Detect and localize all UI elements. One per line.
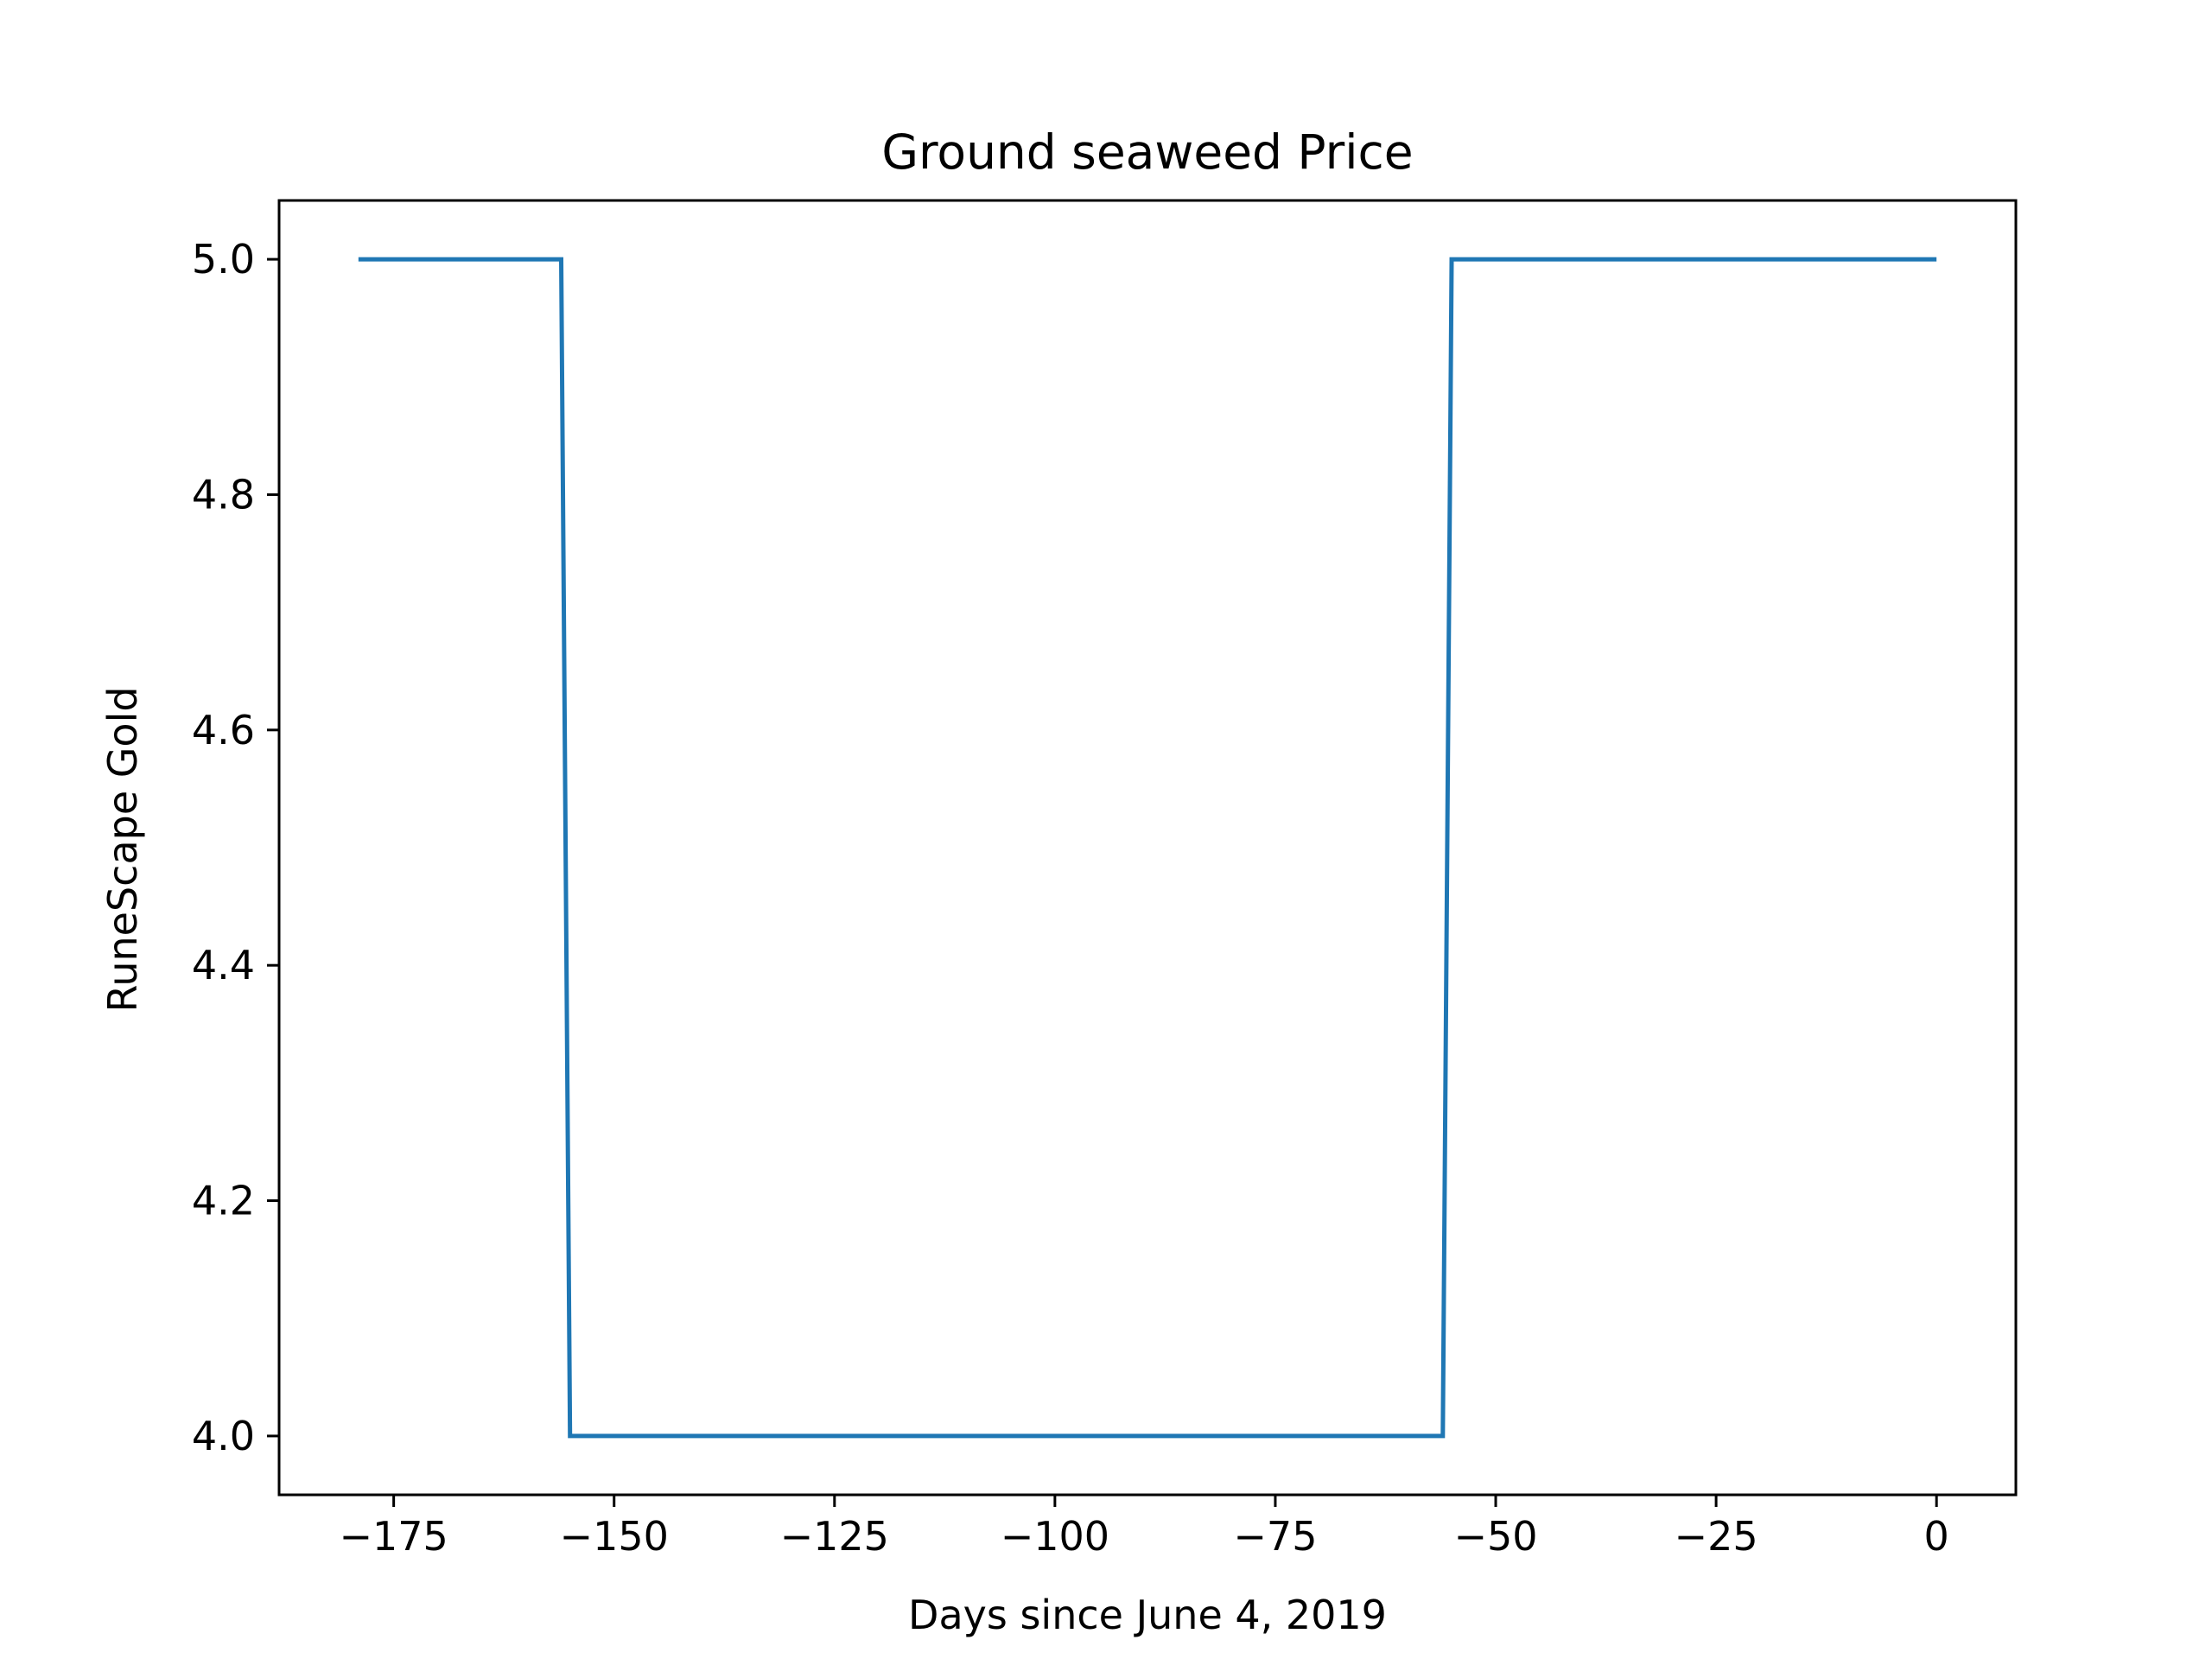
- y-tick-label: 5.0: [192, 236, 255, 283]
- x-tick-label: −175: [339, 1513, 448, 1560]
- y-tick-label: 4.2: [192, 1178, 255, 1224]
- y-tick-label: 4.8: [192, 471, 255, 518]
- x-axis-ticks: −175 −150 −125 −100 −75 −50 −25 0: [339, 1495, 1949, 1560]
- x-tick-label: −75: [1233, 1513, 1317, 1560]
- y-tick-label: 4.6: [192, 707, 255, 753]
- y-axis-ticks: 4.0 4.2 4.4 4.6 4.8 5.0: [192, 236, 279, 1459]
- chart-title: Ground seaweed Price: [881, 124, 1413, 180]
- y-tick-label: 4.0: [192, 1413, 255, 1459]
- y-tick-label: 4.4: [192, 942, 255, 988]
- axes-frame: [277, 199, 2018, 1497]
- plot-area: [358, 257, 1937, 1439]
- x-tick-label: 0: [1924, 1513, 1949, 1560]
- x-tick-label: −50: [1453, 1513, 1537, 1560]
- x-tick-label: −25: [1675, 1513, 1758, 1560]
- x-tick-label: −125: [780, 1513, 889, 1560]
- y-axis-label: RuneScape Gold: [99, 686, 146, 1012]
- x-tick-label: −100: [1001, 1513, 1109, 1560]
- x-axis-label: Days since June 4, 2019: [908, 1592, 1387, 1638]
- series-line-0: [358, 257, 1937, 1439]
- x-tick-label: −150: [560, 1513, 669, 1560]
